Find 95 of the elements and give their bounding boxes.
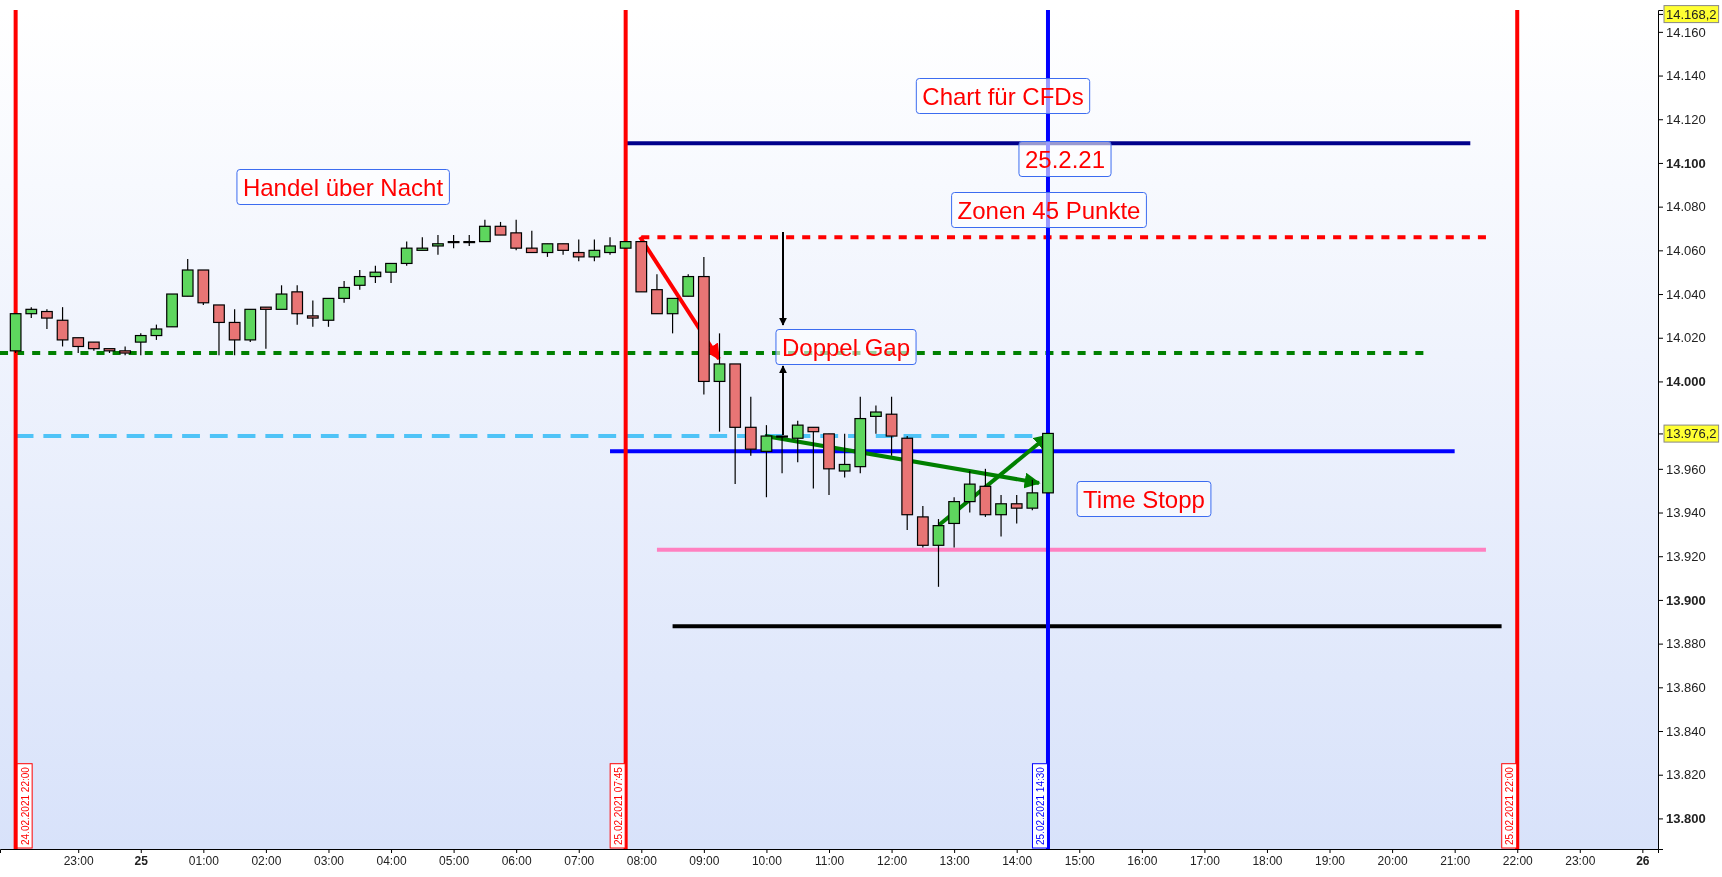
y-tick-label: 13.976,2 — [1666, 426, 1717, 442]
annotation: Zonen 45 Punkte — [957, 196, 1141, 224]
candlestick — [385, 262, 397, 284]
x-tick-label: 17:00 — [1189, 853, 1221, 868]
y-tick-label: 13.840 — [1666, 723, 1706, 739]
annotation: Chart für CFDs — [922, 82, 1084, 110]
x-tick-label: 04:00 — [376, 853, 407, 868]
annotation: Handel über Nacht — [242, 173, 444, 201]
candlestick — [510, 219, 523, 251]
x-tick-label: 26 — [1636, 853, 1650, 868]
candlestick — [432, 234, 444, 256]
candlestick — [932, 518, 945, 588]
x-tick-label: 13:00 — [939, 853, 970, 868]
y-tick-label: 14.140 — [1666, 68, 1706, 84]
candlestick — [776, 435, 788, 474]
candlestick — [807, 426, 820, 490]
candlestick — [588, 238, 601, 262]
candlestick — [259, 306, 272, 350]
y-tick-label: 14.060 — [1666, 243, 1706, 258]
x-tick-label: 09:00 — [689, 853, 720, 868]
candlestick — [1026, 479, 1039, 511]
x-tick-label: 14:00 — [1002, 853, 1033, 868]
candlestick — [228, 308, 241, 356]
x-tick-label: 25 — [134, 853, 149, 868]
candlestick — [56, 306, 69, 348]
candlestick — [744, 396, 757, 457]
candlestick — [870, 404, 882, 435]
annotation: 25.2.21 — [1024, 145, 1106, 173]
y-tick-label: 14.080 — [1666, 199, 1706, 215]
y-tick-label: 13.880 — [1666, 636, 1706, 652]
y-tick-label: 14.168,2 — [1666, 6, 1717, 22]
y-tick-label: 13.940 — [1666, 505, 1706, 521]
candlestick — [838, 433, 851, 479]
y-tick-label: 14.040 — [1666, 286, 1706, 302]
candlestick — [713, 332, 726, 433]
ref-line-label: 24.02.2021 22:00 — [19, 766, 31, 845]
candlestick — [525, 230, 538, 254]
candlestick — [791, 420, 804, 463]
candlestick — [478, 219, 491, 243]
candlestick — [572, 238, 585, 262]
y-tick-label: 13.920 — [1666, 548, 1706, 564]
y-tick-label: 14.120 — [1666, 111, 1706, 127]
candlestick — [995, 494, 1007, 538]
y-tick-label: 13.820 — [1666, 767, 1706, 783]
annotation: Time Stopp — [1083, 485, 1205, 513]
candlestick — [338, 280, 351, 304]
x-tick-label: 21:00 — [1440, 853, 1471, 868]
x-tick-label: 12:00 — [877, 853, 908, 868]
x-tick-label: 05:00 — [439, 853, 470, 868]
x-tick-label: 19:00 — [1315, 853, 1346, 868]
candlestick — [400, 241, 413, 267]
x-tick-label: 15:00 — [1064, 853, 1096, 868]
ref-line-label: 25.02.2021 14:30 — [1034, 766, 1046, 845]
x-tick-label: 01:00 — [188, 853, 220, 868]
y-tick-label: 13.860 — [1666, 679, 1706, 695]
x-tick-label: 08:00 — [626, 853, 658, 868]
x-tick-label: 02:00 — [251, 853, 282, 868]
candlestick — [885, 396, 898, 457]
candlestick — [666, 297, 679, 334]
y-tick-label: 14.160 — [1666, 24, 1706, 40]
x-tick-label: 23:00 — [63, 853, 95, 868]
x-tick-label: 03:00 — [313, 853, 345, 868]
candlestick — [1010, 494, 1023, 525]
candlestick — [963, 470, 976, 514]
x-tick-label: 20:00 — [1377, 853, 1408, 868]
candlestick — [306, 299, 319, 328]
candlestick — [213, 304, 225, 356]
x-tick-label: 10:00 — [751, 853, 783, 868]
candlestick — [275, 284, 288, 310]
candlestick — [134, 332, 147, 356]
x-tick-label: 23:00 — [1565, 853, 1596, 868]
candlestick — [322, 297, 335, 328]
y-tick-label: 14.100 — [1666, 155, 1706, 171]
candlestick — [682, 273, 695, 297]
candlestick — [604, 236, 616, 256]
x-tick-label: 11:00 — [814, 853, 845, 868]
candlestick — [41, 308, 53, 330]
y-tick-label: 14.000 — [1666, 374, 1706, 390]
x-tick-label: 18:00 — [1252, 853, 1283, 868]
x-tick-label: 22:00 — [1502, 853, 1534, 868]
candlestick — [353, 269, 366, 291]
ref-line-label: 25.02.2021 22:00 — [1504, 766, 1516, 845]
y-tick-label: 13.900 — [1666, 592, 1706, 608]
y-tick-label: 13.960 — [1666, 461, 1706, 477]
annotation: Doppel Gap — [781, 333, 911, 361]
x-tick-label: 07:00 — [564, 853, 595, 868]
candlestick — [119, 345, 132, 356]
x-tick-label: 06:00 — [501, 853, 533, 868]
y-tick-label: 14.020 — [1666, 330, 1706, 346]
candlestick — [948, 496, 961, 549]
x-tick-label: 16:00 — [1127, 853, 1158, 868]
y-tick-label: 13.800 — [1666, 811, 1706, 827]
candlestick — [760, 424, 773, 498]
candlestick — [291, 284, 304, 326]
ref-line-label: 25.02.2021 07:45 — [612, 766, 624, 845]
